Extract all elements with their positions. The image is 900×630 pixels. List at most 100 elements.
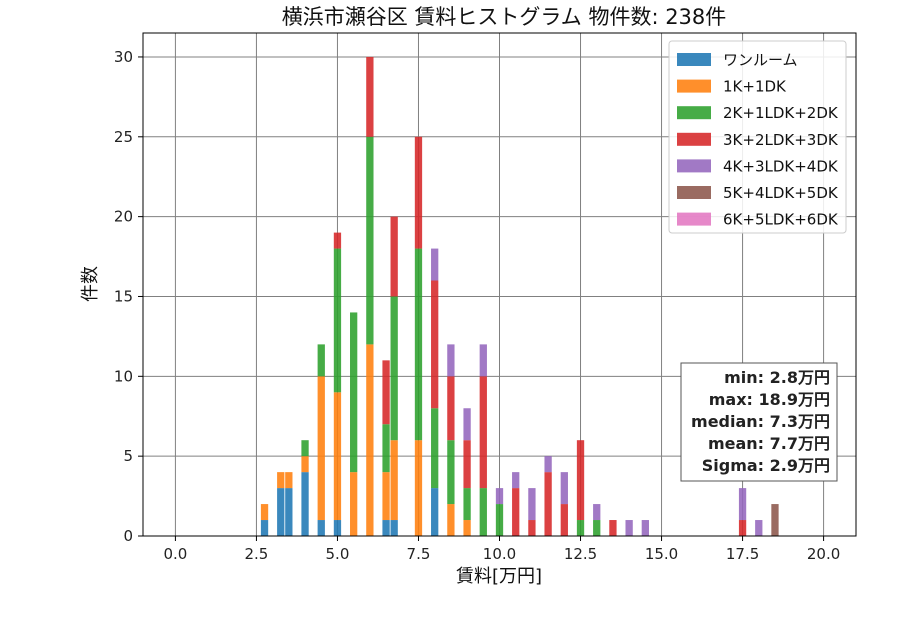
y-tick-label: 0: [123, 527, 133, 545]
y-tick-label: 20: [114, 208, 133, 226]
x-tick-label: 7.5: [407, 545, 431, 563]
bar-segment: [301, 456, 309, 473]
legend-swatch: [677, 186, 711, 199]
bar-segment: [285, 472, 293, 489]
bar-segment: [390, 296, 398, 441]
y-tick-label: 10: [114, 367, 133, 385]
bar-segment: [447, 440, 455, 505]
x-axis-ticks: 0.0 2.5 5.0 7.5 10.0 12.5 15.0 17.5 20.0: [163, 536, 840, 563]
y-tick-label: 5: [123, 447, 133, 465]
bar-segment: [463, 440, 471, 489]
x-tick-label: 17.5: [726, 545, 759, 563]
bar-segment: [738, 520, 747, 536]
legend-swatch: [677, 159, 711, 173]
bar-segment: [431, 488, 439, 536]
bar-segment: [479, 344, 487, 377]
bar-segment: [285, 488, 293, 536]
legend-swatch: [677, 53, 711, 66]
bar-segment: [382, 520, 390, 536]
bar-segment: [463, 488, 471, 521]
bar-segment: [447, 344, 455, 377]
bar-segment: [512, 472, 520, 489]
bar-segment: [755, 520, 763, 536]
stats-line: Sigma: 2.9万円: [702, 456, 830, 475]
stats-line: median: 7.3万円: [691, 412, 830, 431]
bar-segment: [431, 280, 439, 409]
bar-segment: [544, 456, 552, 473]
x-tick-label: 12.5: [564, 545, 597, 563]
bar-segment: [479, 376, 487, 489]
legend: ワンルーム 1K+1DK 2K+1LDK+2DK 3K+2LDK+3DK 4K+3LDK…: [668, 40, 847, 234]
bar-segment: [431, 248, 439, 281]
bar-segment: [382, 360, 390, 425]
bar-segment: [414, 136, 423, 249]
bar-segment: [560, 472, 568, 505]
bar-segment: [382, 424, 390, 473]
y-tick-label: 25: [114, 128, 133, 146]
bar-segment: [512, 488, 520, 536]
bar-segment: [593, 504, 601, 521]
bar-segment: [390, 440, 398, 521]
legend-entry: 2K+1LDK+2DK: [723, 104, 839, 122]
bar-segment: [382, 472, 390, 521]
bar-segment: [390, 216, 398, 297]
legend-entry: 1K+1DK: [723, 78, 787, 96]
bar-segment: [333, 392, 342, 521]
bar-segment: [431, 408, 439, 489]
stats-box: [680, 362, 838, 482]
bar-segment: [463, 408, 471, 441]
x-tick-label: 0.0: [163, 545, 187, 563]
legend-entry: 4K+3LDK+4DK: [723, 157, 839, 175]
bar-segment: [317, 520, 325, 536]
bar-segment: [260, 520, 269, 536]
bar-segment: [277, 488, 285, 536]
bar-segment: [366, 56, 374, 137]
x-tick-label: 5.0: [326, 545, 350, 563]
y-tick-label: 30: [114, 48, 133, 66]
stats-annotation-box: min: 2.8万円 max: 18.9万円 median: 7.3万円 mean: …: [680, 362, 838, 482]
bar-segment: [544, 472, 552, 536]
bar-segment: [260, 504, 269, 521]
bar-segment: [350, 312, 358, 473]
x-tick-label: 2.5: [245, 545, 269, 563]
y-tick-label: 15: [114, 287, 133, 305]
bar-segment: [333, 248, 342, 393]
bar-segment: [333, 520, 342, 536]
legend-entry: 5K+4LDK+5DK: [723, 184, 839, 202]
y-axis-ticks: 0 5 10 15 20 25 30: [114, 48, 143, 545]
x-tick-label: 10.0: [483, 545, 516, 563]
bar-segment: [771, 504, 779, 536]
bar-segment: [593, 520, 601, 536]
bar-segment: [495, 504, 504, 536]
bar-segment: [366, 344, 374, 536]
bar-segment: [414, 440, 423, 536]
bar-segment: [528, 520, 536, 536]
bar-segment: [576, 520, 585, 536]
legend-entry: ワンルーム: [723, 51, 798, 69]
bar-segment: [463, 520, 471, 536]
bar-segment: [277, 472, 285, 489]
bar-segment: [625, 520, 633, 536]
bar-segment: [495, 488, 504, 505]
legend-entry: 6K+5LDK+6DK: [723, 211, 839, 229]
bar-segment: [350, 472, 358, 536]
x-tick-label: 15.0: [645, 545, 678, 563]
x-axis-label: 賃料[万円]: [456, 566, 542, 587]
bar-segment: [301, 440, 309, 457]
bar-segment: [738, 488, 747, 521]
legend-swatch: [677, 212, 711, 226]
bar-segment: [366, 136, 374, 345]
x-tick-label: 20.0: [807, 545, 840, 563]
bar-segment: [641, 520, 649, 536]
bars: [260, 56, 779, 536]
legend-swatch: [677, 106, 711, 120]
bar-segment: [447, 504, 455, 536]
bar-segment: [609, 520, 617, 536]
bar-segment: [390, 520, 398, 536]
chart-title: 横浜市瀬谷区 賃料ヒストグラム 物件数: 238件: [282, 5, 727, 29]
legend-swatch: [677, 79, 711, 93]
legend-box: [668, 40, 847, 234]
legend-swatch: [677, 132, 711, 146]
legend-entry: 3K+2LDK+3DK: [723, 131, 839, 149]
